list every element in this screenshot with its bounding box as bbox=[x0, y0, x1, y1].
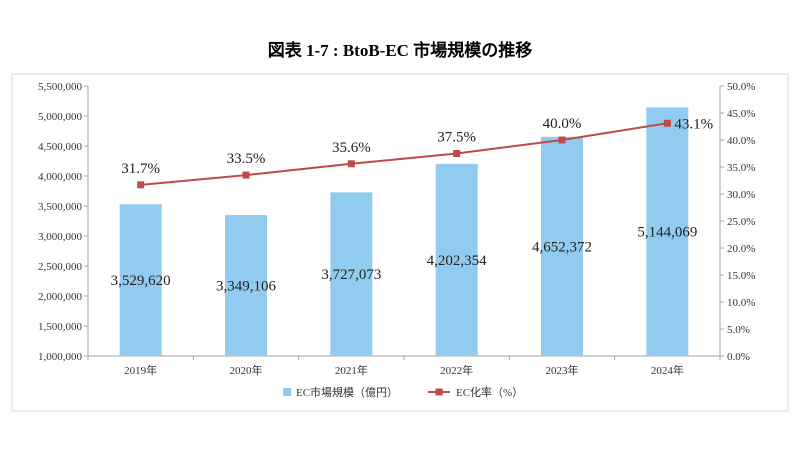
ec-rate-line bbox=[140, 122, 668, 186]
line-point-2024 bbox=[663, 119, 671, 127]
y-left-tick-label: 1,000,000 bbox=[38, 351, 83, 363]
line-value-label-2021: 35.6% bbox=[332, 140, 371, 156]
bar-value-label-2020: 3,349,106 bbox=[216, 279, 277, 295]
x-tick-label-2021: 2021年 bbox=[335, 363, 368, 377]
y-left-tick-label: 3,500,000 bbox=[38, 201, 83, 213]
y-right-tick-label: 20.0% bbox=[727, 243, 755, 255]
bar-2020 bbox=[225, 215, 267, 356]
y-right-tick-label: 10.0% bbox=[727, 297, 755, 309]
line-series-ec-rate bbox=[137, 119, 671, 189]
y-left-tick-label: 2,000,000 bbox=[38, 291, 83, 303]
bar-2023 bbox=[541, 136, 583, 356]
bar-2019 bbox=[119, 204, 162, 356]
line-value-labels: 31.7% 33.5% 35.6% 37.5% 40.0% 43.1% bbox=[121, 116, 713, 177]
y-right-tick-label: 35.0% bbox=[727, 162, 755, 174]
bar-2022 bbox=[435, 163, 478, 356]
y-left-tick-label: 2,500,000 bbox=[38, 261, 83, 273]
y-left-tick-label: 1,500,000 bbox=[38, 321, 83, 333]
y-right-tick-label: 30.0% bbox=[727, 189, 755, 201]
line-value-label-2022: 37.5% bbox=[437, 130, 476, 146]
legend-swatch-marker bbox=[435, 388, 443, 396]
legend-item-market-size: EC市場規模（億円） bbox=[283, 385, 398, 399]
line-point-2021 bbox=[347, 160, 355, 168]
y-left-tick-label: 4,500,000 bbox=[38, 141, 83, 153]
line-value-label-2024: 43.1% bbox=[674, 116, 713, 132]
x-tick-label-2024: 2024年 bbox=[651, 363, 684, 377]
x-tick-label-2023: 2023年 bbox=[546, 363, 579, 377]
line-value-label-2020: 33.5% bbox=[227, 151, 266, 167]
line-value-label-2019: 31.7% bbox=[121, 161, 160, 177]
y-left-tick-label: 4,000,000 bbox=[38, 171, 83, 183]
line-point-2023 bbox=[558, 136, 566, 144]
x-tick-label-2020: 2020年 bbox=[230, 363, 263, 377]
chart-frame bbox=[11, 73, 789, 412]
x-tick-label-2022: 2022年 bbox=[440, 363, 473, 377]
line-value-label-2023: 40.0% bbox=[543, 116, 582, 132]
legend-label-market-size: EC市場規模（億円） bbox=[296, 385, 398, 399]
bar-value-label-2021: 3,727,073 bbox=[321, 267, 381, 283]
y-left-tick-label: 3,000,000 bbox=[38, 231, 83, 243]
line-point-2022 bbox=[453, 150, 461, 157]
y-right-tick-label: 40.0% bbox=[727, 135, 755, 147]
y-left-tick-label: 5,500,000 bbox=[38, 81, 83, 93]
y-right-tick-label: 0.0% bbox=[727, 351, 750, 363]
bar-value-label-2019: 3,529,620 bbox=[111, 273, 171, 289]
bar-value-label-2024: 5,144,069 bbox=[637, 225, 697, 241]
bar-2024 bbox=[646, 107, 689, 356]
y-right-tick-label: 45.0% bbox=[727, 108, 755, 120]
bar-series-market-size bbox=[119, 107, 689, 356]
chart-title: 図表 1-7 : BtoB-EC 市場規模の推移 bbox=[268, 40, 532, 60]
legend: EC市場規模（億円） EC化率（%） bbox=[283, 385, 523, 399]
y-right-tick-label: 50.0% bbox=[727, 81, 755, 93]
bar-value-labels: 3,529,620 3,349,106 3,727,073 4,202,354 4,65… bbox=[111, 225, 698, 295]
bar-2021 bbox=[330, 192, 373, 356]
x-tick-label-2019: 2019年 bbox=[124, 363, 157, 377]
bar-value-label-2023: 4,652,372 bbox=[532, 239, 592, 255]
y-right-tick-label: 15.0% bbox=[727, 270, 755, 282]
legend-label-ec-rate: EC化率（%） bbox=[456, 385, 523, 399]
line-point-2019 bbox=[137, 181, 145, 189]
legend-swatch-bar bbox=[283, 388, 291, 396]
y-right-tick-label: 25.0% bbox=[727, 216, 755, 228]
axis-ticks: 1,000,000 1,500,000 2,000,000 2,500,000 3,00… bbox=[38, 81, 755, 377]
y-left-tick-label: 5,000,000 bbox=[38, 111, 83, 123]
bar-value-label-2022: 4,202,354 bbox=[427, 253, 488, 269]
line-point-2020 bbox=[242, 171, 250, 179]
legend-item-ec-rate: EC化率（%） bbox=[428, 385, 523, 399]
y-right-tick-label: 5.0% bbox=[727, 324, 750, 336]
